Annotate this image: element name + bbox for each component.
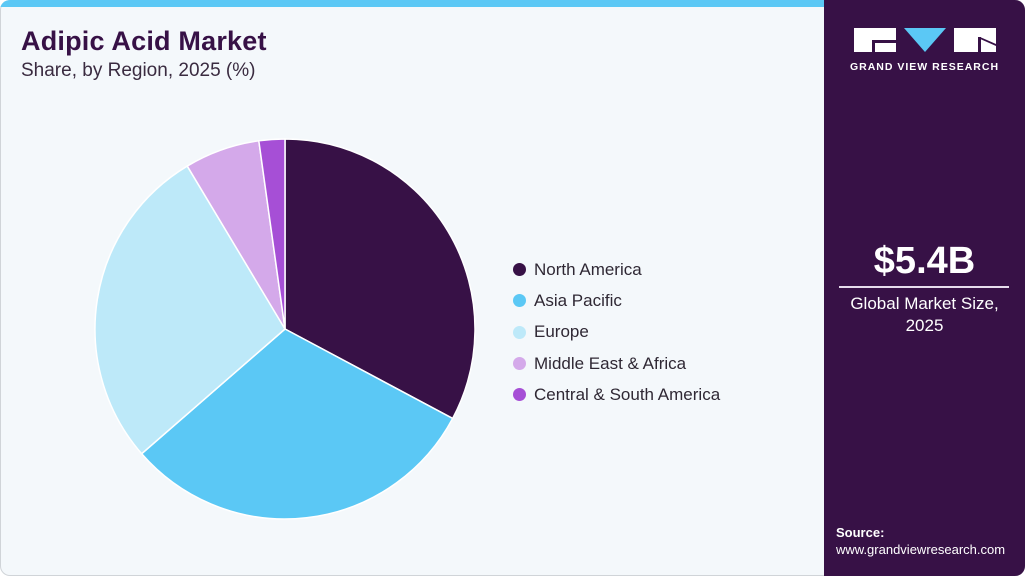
legend-item: Middle East & Africa xyxy=(513,348,720,379)
pie-chart xyxy=(94,138,476,520)
market-size-value: $5.4B xyxy=(873,240,976,282)
accent-bar xyxy=(0,0,824,7)
legend-dot-icon xyxy=(513,294,526,308)
info-panel: GRAND VIEW RESEARCH $5.4B Global Market … xyxy=(824,0,1025,576)
market-size-label-line1: Global Market Size, xyxy=(850,294,999,313)
source-link[interactable]: www.grandviewresearch.com xyxy=(836,542,1006,557)
legend-item: North America xyxy=(513,254,720,285)
chart-title: Adipic Acid Market xyxy=(21,26,267,56)
legend-label: Central & South America xyxy=(534,384,721,404)
legend-item: Asia Pacific xyxy=(513,285,720,316)
legend-item: Central & South America xyxy=(513,379,720,410)
brand-name: GRAND VIEW RESEARCH xyxy=(849,61,1000,73)
legend-dot-icon xyxy=(513,357,526,371)
pie-slice-asia-pacific xyxy=(140,328,454,520)
chart-legend: North America Asia Pacific Europe Middle Ea… xyxy=(513,254,720,410)
legend-dot-icon xyxy=(513,263,526,277)
legend-label: Asia Pacific xyxy=(534,290,622,310)
divider xyxy=(839,286,1009,288)
gvr-logo-icon xyxy=(854,28,996,52)
legend-label: Middle East & Africa xyxy=(534,353,687,373)
legend-label: Europe xyxy=(534,322,589,342)
pie-slice-north-america xyxy=(284,138,476,420)
legend-dot-icon xyxy=(513,388,526,402)
chart-subtitle: Share, by Region, 2025 (%) xyxy=(21,60,256,81)
source-heading: Source: xyxy=(836,525,885,540)
legend-dot-icon xyxy=(513,325,526,339)
legend-item: Europe xyxy=(513,317,720,348)
pie-slice-central-south-america xyxy=(257,138,286,330)
market-size-label: Global Market Size, 2025 xyxy=(824,293,1025,337)
pie-slice-europe xyxy=(94,165,286,455)
market-size-label-line2: 2025 xyxy=(905,316,944,335)
legend-label: North America xyxy=(534,259,642,279)
